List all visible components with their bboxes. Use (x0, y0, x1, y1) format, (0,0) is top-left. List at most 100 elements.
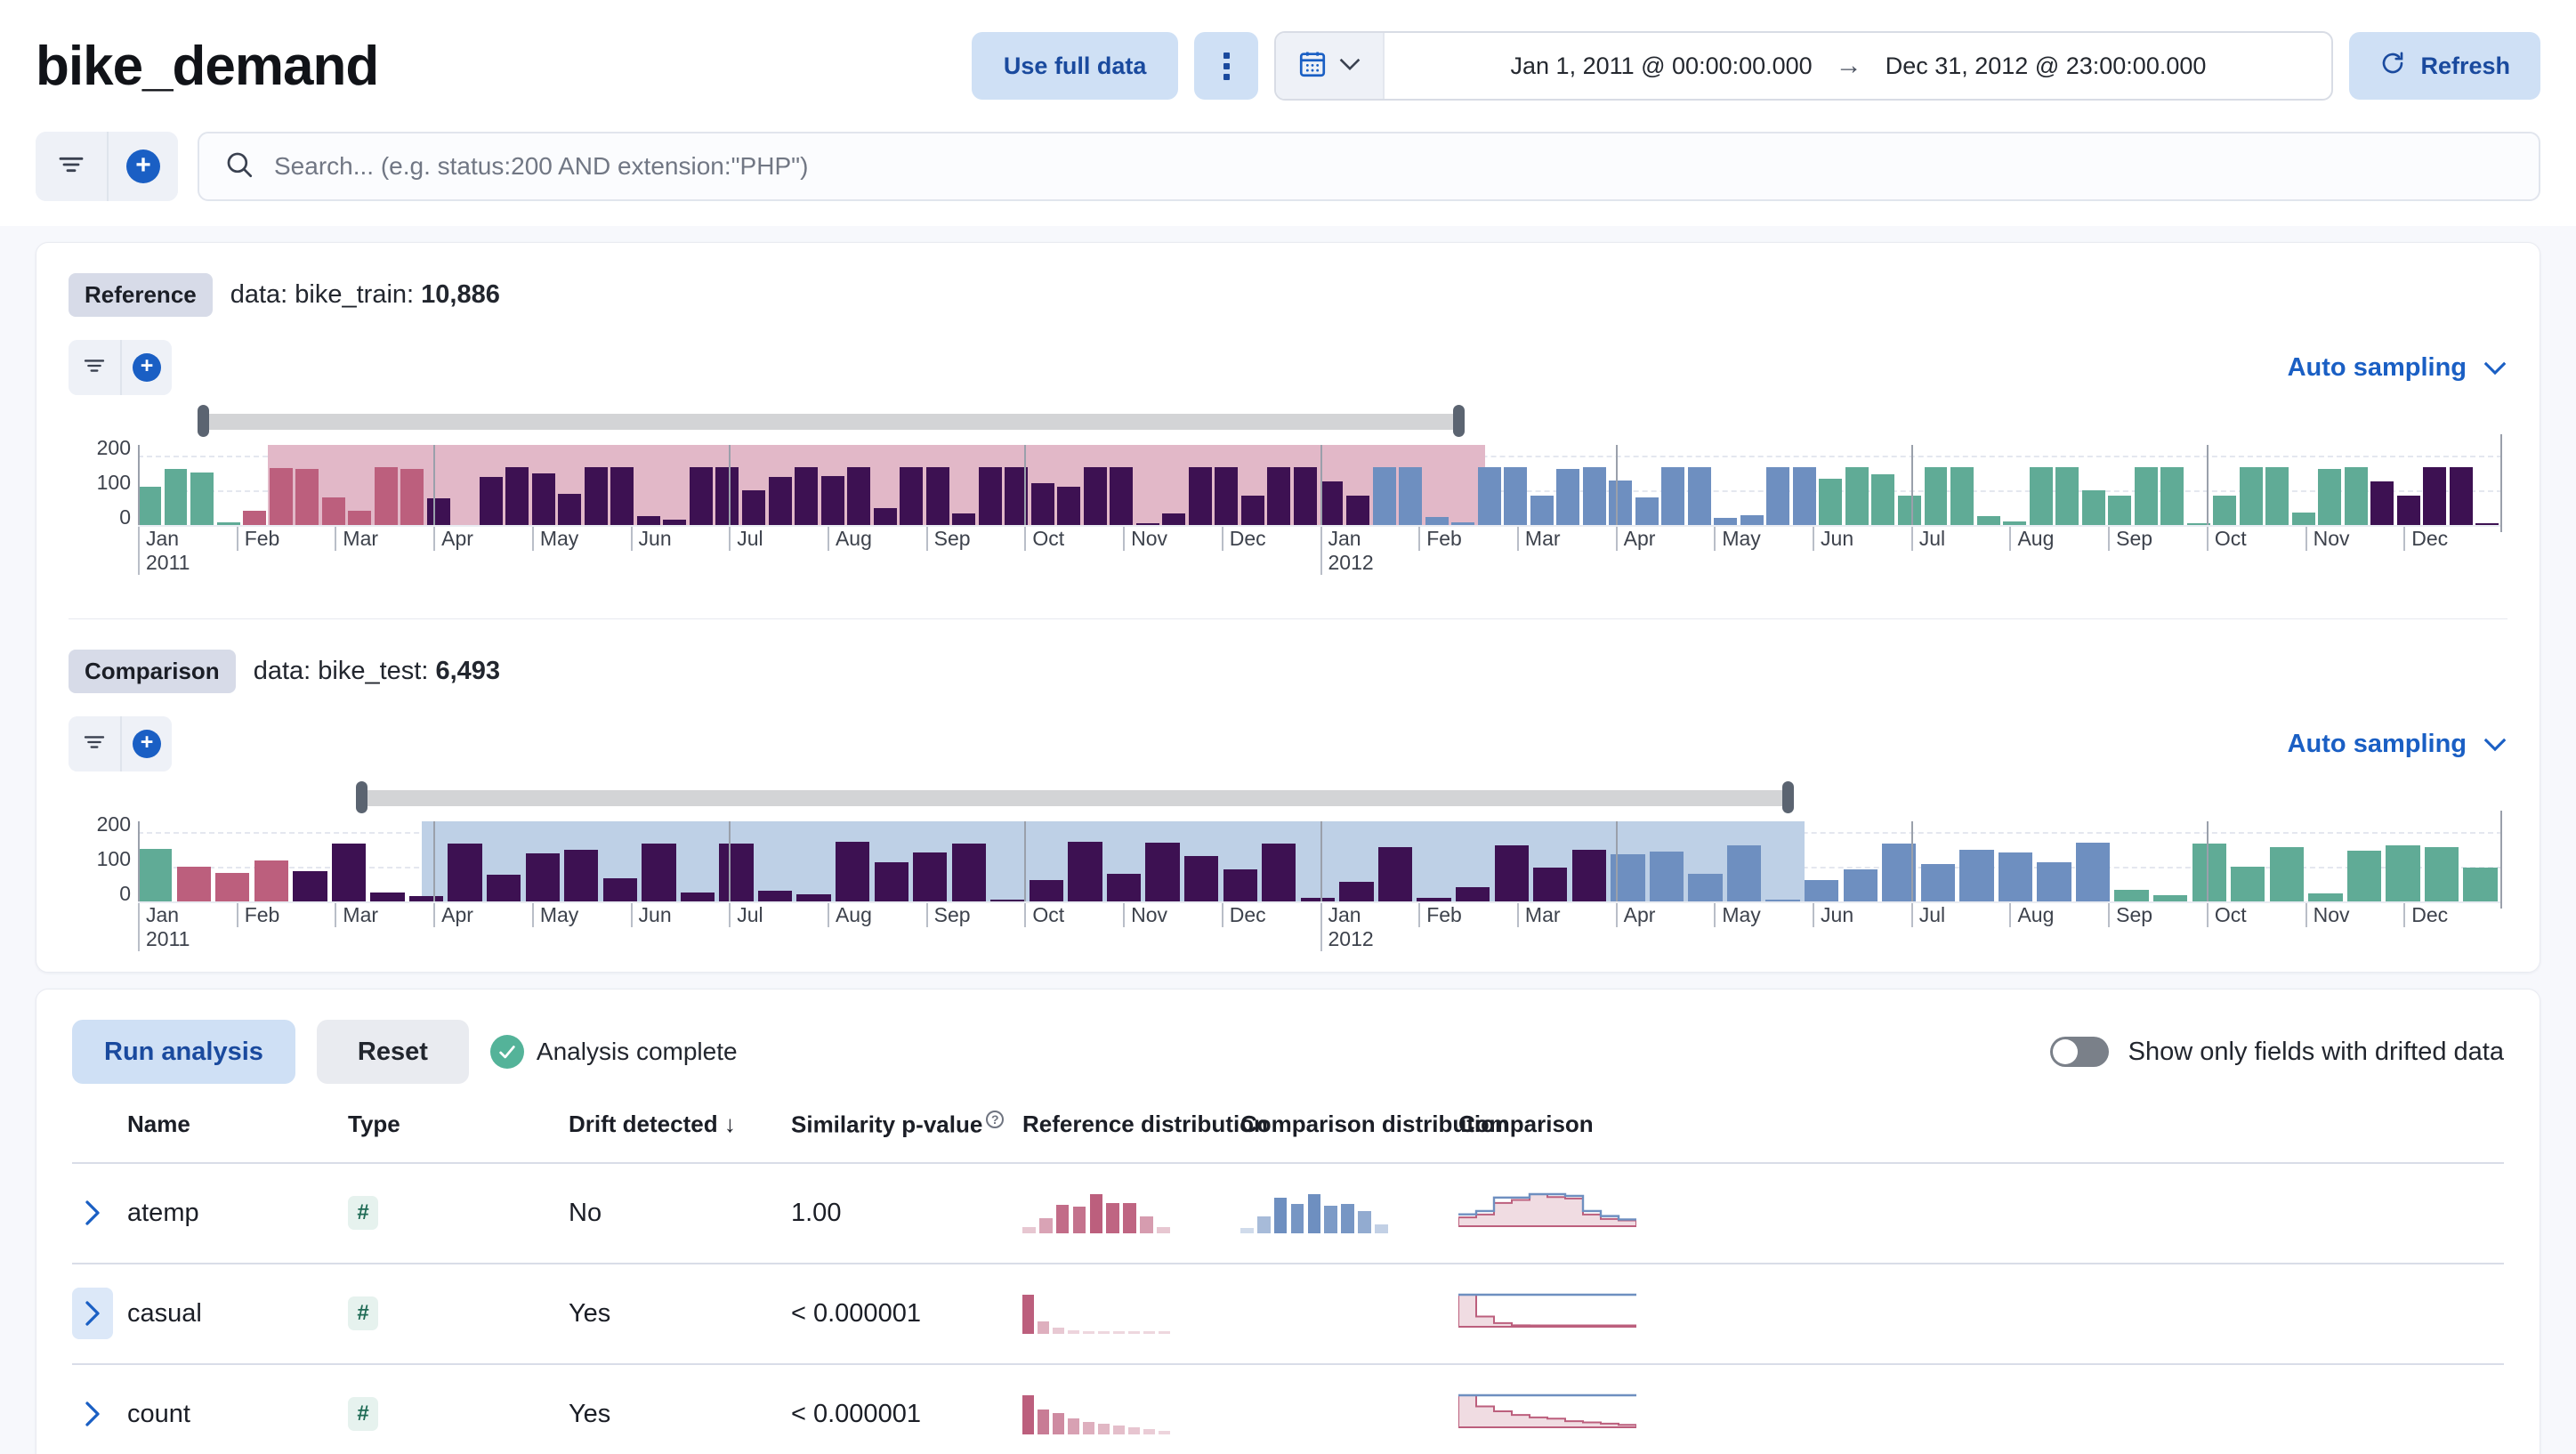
histogram-bar[interactable] (1687, 466, 1711, 525)
histogram-bar[interactable] (1110, 466, 1134, 525)
brush-range[interactable] (360, 790, 1789, 806)
histogram-bar[interactable] (1300, 898, 1336, 901)
histogram-bar[interactable] (1005, 466, 1029, 525)
histogram-bar[interactable] (164, 469, 188, 525)
histogram-bar[interactable] (2055, 466, 2079, 525)
histogram-bar[interactable] (715, 466, 739, 525)
brush-handle-end[interactable] (1782, 781, 1795, 813)
histogram-bar[interactable] (1714, 518, 1738, 525)
th-type[interactable]: Type (348, 1111, 400, 1138)
histogram-bar[interactable] (913, 852, 948, 901)
histogram-bar[interactable] (602, 878, 638, 901)
th-name[interactable]: Name (127, 1111, 190, 1138)
histogram-bar[interactable] (1819, 479, 1843, 525)
histogram-bar[interactable] (642, 844, 676, 901)
histogram-bar[interactable] (1267, 466, 1291, 525)
histogram-bar[interactable] (564, 850, 599, 901)
histogram-bar[interactable] (610, 466, 634, 525)
histogram-bar[interactable] (1417, 898, 1451, 901)
histogram-bar[interactable] (269, 468, 293, 525)
table-row[interactable]: atemp # No 1.00 (72, 1163, 2504, 1264)
histogram-bar[interactable] (1346, 495, 1369, 525)
reference-add-filter-button[interactable]: + (120, 340, 172, 395)
histogram-bar[interactable] (1533, 868, 1568, 901)
histogram-bar[interactable] (1293, 466, 1317, 525)
histogram-bar[interactable] (1377, 847, 1413, 901)
histogram-bar[interactable] (254, 860, 288, 901)
histogram-bar[interactable] (138, 848, 173, 901)
histogram-bar[interactable] (1504, 466, 1528, 525)
histogram-bar[interactable] (796, 894, 831, 901)
histogram-bar[interactable] (400, 469, 424, 525)
histogram-bar[interactable] (1083, 466, 1107, 525)
expand-row-button[interactable] (72, 1187, 113, 1239)
reference-histogram[interactable]: 200 100 0 Jan 2011 Feb Mar Apr May Jun Jul Aug Sep O… (69, 405, 2507, 576)
histogram-bar[interactable] (2344, 466, 2368, 525)
histogram-bar[interactable] (2370, 481, 2394, 525)
histogram-bar[interactable] (2386, 845, 2420, 901)
histogram-bar[interactable] (1320, 481, 1344, 525)
histogram-bar[interactable] (1494, 845, 1529, 901)
histogram-bar[interactable] (1556, 469, 1580, 525)
histogram-bar[interactable] (2308, 893, 2343, 901)
histogram-bar[interactable] (1845, 466, 1869, 525)
histogram-bar[interactable] (2231, 866, 2265, 901)
th-drift-detected[interactable]: Drift detected ↓ (569, 1111, 791, 1163)
histogram-bar[interactable] (1950, 466, 1974, 525)
histogram-bar[interactable] (1661, 466, 1685, 525)
histogram-bar[interactable] (2449, 466, 2473, 525)
comparison-filter-options-button[interactable] (69, 716, 120, 771)
histogram-bar[interactable] (1571, 850, 1606, 901)
histogram-bar[interactable] (795, 466, 819, 525)
comparison-sampling-dropdown[interactable]: Auto sampling (2288, 730, 2507, 759)
histogram-bar[interactable] (1897, 495, 1921, 525)
histogram-bar[interactable] (1649, 852, 1684, 901)
histogram-bar[interactable] (2186, 523, 2210, 525)
histogram-bar[interactable] (2239, 466, 2263, 525)
histogram-bar[interactable] (1609, 480, 1633, 525)
histogram-bar[interactable] (1399, 466, 1423, 525)
histogram-bar[interactable] (689, 466, 713, 525)
histogram-bar[interactable] (1959, 850, 1994, 901)
histogram-bar[interactable] (1804, 879, 1839, 901)
histogram-bar[interactable] (331, 844, 367, 901)
table-row[interactable]: count # Yes < 0.000001 (72, 1364, 2504, 1454)
histogram-bar[interactable] (558, 493, 582, 525)
table-row[interactable]: casual # Yes < 0.000001 (72, 1264, 2504, 1364)
histogram-bar[interactable] (719, 844, 754, 901)
histogram-bar[interactable] (1240, 495, 1264, 525)
histogram-bar[interactable] (874, 862, 908, 901)
histogram-bar[interactable] (1843, 869, 1877, 901)
histogram-bar[interactable] (847, 466, 871, 525)
histogram-bar[interactable] (680, 893, 715, 901)
histogram-bar[interactable] (531, 473, 555, 525)
brush-range[interactable] (202, 414, 1459, 430)
date-range-picker[interactable]: Jan 1, 2011 @ 00:00:00.000 → Dec 31, 201… (1274, 31, 2334, 101)
histogram-bar[interactable] (1635, 497, 1659, 525)
histogram-bar[interactable] (2423, 466, 2447, 525)
histogram-bar[interactable] (1184, 856, 1219, 901)
comparison-histogram[interactable]: 200 100 0 Jan 2011 Feb Mar Apr May Jun Jul Aug Sep O… (69, 781, 2507, 952)
run-analysis-button[interactable]: Run analysis (72, 1020, 295, 1084)
filter-options-button[interactable] (36, 132, 107, 201)
histogram-bar[interactable] (1455, 887, 1490, 901)
expand-row-button[interactable] (72, 1288, 113, 1340)
histogram-bar[interactable] (742, 489, 765, 525)
histogram-bar[interactable] (1451, 521, 1475, 525)
histogram-bar[interactable] (2081, 489, 2105, 525)
histogram-bar[interactable] (2134, 466, 2158, 525)
histogram-bar[interactable] (2265, 466, 2289, 525)
header-menu-button[interactable] (1194, 32, 1259, 100)
histogram-bar[interactable] (2396, 495, 2420, 525)
histogram-bar[interactable] (1871, 474, 1895, 525)
histogram-bar[interactable] (243, 511, 267, 525)
histogram-bar[interactable] (525, 853, 560, 901)
histogram-bar[interactable] (295, 469, 319, 525)
histogram-bar[interactable] (1068, 842, 1102, 901)
expand-row-button[interactable] (72, 1388, 113, 1440)
reference-brush-track[interactable] (69, 405, 2507, 437)
reference-sampling-dropdown[interactable]: Auto sampling (2288, 353, 2507, 383)
comparison-add-filter-button[interactable]: + (120, 716, 172, 771)
histogram-bar[interactable] (190, 472, 214, 525)
histogram-bar[interactable] (2160, 466, 2184, 525)
